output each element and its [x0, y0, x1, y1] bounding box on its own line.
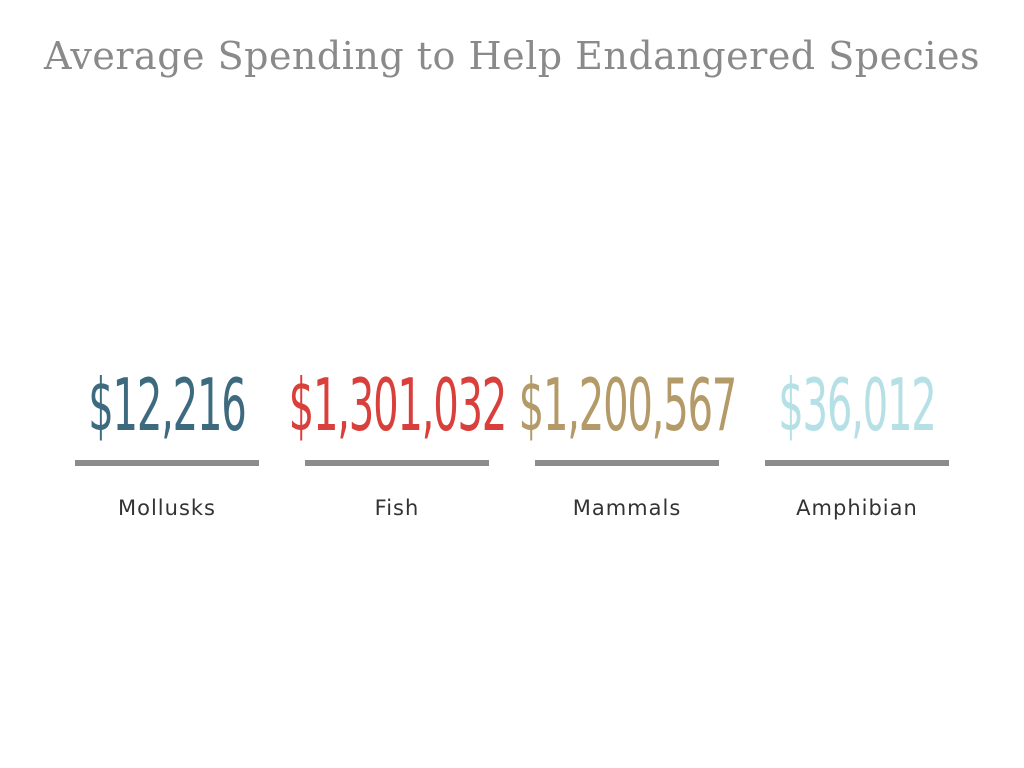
stat-label: Mollusks	[118, 496, 216, 520]
stat-value: $36,012	[778, 363, 937, 447]
stat-amphibian: $36,012 Amphibian	[765, 362, 949, 520]
stat-divider	[75, 460, 259, 466]
stat-fish: $1,301,032 Fish	[288, 362, 507, 520]
stat-divider	[765, 460, 949, 466]
stat-divider	[535, 460, 719, 466]
stat-mollusks: $12,216 Mollusks	[75, 362, 259, 520]
stat-label: Mammals	[572, 496, 682, 520]
stat-label: Amphibian	[796, 496, 918, 520]
stat-value: $12,216	[88, 363, 247, 447]
stat-value: $1,200,567	[518, 363, 737, 447]
stats-row: $12,216 Mollusks $1,301,032 Fish $1,200,…	[75, 362, 949, 520]
chart-title: Average Spending to Help Endangered Spec…	[44, 34, 980, 78]
stat-label: Fish	[374, 496, 420, 520]
stat-value: $1,301,032	[288, 363, 507, 447]
stat-mammals: $1,200,567 Mammals	[518, 362, 737, 520]
stat-divider	[305, 460, 489, 466]
